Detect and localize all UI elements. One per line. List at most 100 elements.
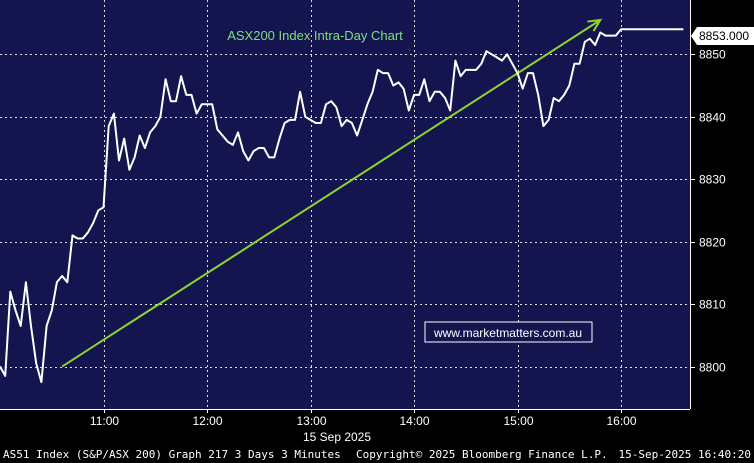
y-tick-label: 8810	[699, 298, 726, 312]
y-axis: 8800 8810 8820 8830 8840 8850 8853.000	[690, 0, 754, 409]
data-point	[485, 50, 487, 52]
y-tick-label: 8820	[699, 236, 726, 250]
data-point	[221, 134, 224, 137]
footer-center: Copyright© 2025 Bloomberg Finance L.P.	[356, 448, 608, 461]
data-point	[330, 100, 332, 102]
date-label: 15 Sep 2025	[303, 430, 371, 444]
data-point	[40, 381, 43, 383]
data-point	[206, 103, 208, 105]
data-point	[558, 100, 560, 102]
data-point	[506, 53, 508, 55]
data-point	[25, 281, 27, 283]
data-point	[516, 72, 519, 74]
footer-right: 15-Sep-2025 16:40:20	[619, 448, 751, 461]
data-point	[635, 28, 638, 30]
data-point	[351, 122, 353, 124]
data-point	[278, 138, 281, 140]
data-point	[428, 100, 431, 102]
data-point	[568, 84, 570, 87]
data-point	[625, 28, 627, 30]
data-point	[144, 147, 146, 149]
trend-arrow-line	[61, 19, 601, 368]
data-point	[641, 28, 643, 30]
last-value-tag-bg	[691, 27, 754, 45]
data-point	[501, 60, 503, 62]
data-point	[289, 119, 291, 121]
data-point	[196, 113, 198, 115]
data-point	[325, 103, 327, 105]
data-point	[190, 94, 193, 96]
data-point	[232, 144, 234, 146]
last-value-label: 8853.000	[699, 29, 749, 43]
data-point	[356, 134, 358, 137]
data-point	[532, 72, 534, 74]
data-point	[542, 125, 545, 127]
chart-title: ASX200 Index Intra-Day Chart	[227, 28, 403, 43]
data-point	[475, 69, 477, 71]
data-point	[66, 281, 68, 283]
data-point	[108, 125, 110, 127]
data-point	[672, 28, 674, 30]
data-point	[170, 100, 172, 102]
data-point	[682, 28, 684, 30]
data-point	[185, 94, 187, 96]
data-point	[97, 209, 99, 211]
data-point	[87, 231, 89, 233]
data-point	[159, 116, 161, 118]
data-point	[439, 91, 441, 93]
data-point	[589, 38, 591, 40]
data-point	[615, 35, 617, 37]
watermark: www.marketmatters.com.au	[424, 321, 593, 343]
data-point	[341, 125, 343, 127]
data-point	[299, 91, 301, 93]
watermark-box	[424, 321, 593, 343]
data-point	[9, 291, 11, 293]
data-point	[165, 78, 167, 80]
data-point	[211, 103, 213, 105]
data-point	[537, 94, 539, 96]
data-point	[372, 91, 374, 93]
data-point	[4, 375, 6, 377]
data-point	[620, 28, 622, 30]
data-point	[304, 116, 306, 118]
data-point	[527, 72, 529, 74]
data-point	[460, 75, 462, 77]
data-point	[258, 147, 260, 149]
data-point	[118, 159, 120, 162]
data-point	[284, 122, 286, 124]
footer-left: AS51 Index (S&P/ASX 200) Graph 217 3 Day…	[3, 448, 341, 461]
y-tick-label: 8830	[699, 173, 726, 187]
data-point	[30, 325, 32, 327]
data-point	[418, 94, 420, 96]
data-point	[584, 41, 586, 43]
data-point	[403, 88, 405, 90]
data-point	[134, 156, 136, 158]
data-point	[320, 122, 322, 124]
data-point	[434, 91, 436, 93]
trend-arrow-head	[587, 18, 603, 32]
data-point	[201, 103, 203, 105]
data-point	[630, 28, 633, 30]
data-point	[470, 69, 472, 71]
data-point	[656, 28, 658, 30]
data-point	[268, 156, 270, 158]
data-point	[175, 100, 177, 102]
data-point	[247, 159, 249, 162]
data-point	[253, 150, 255, 152]
data-point	[594, 44, 596, 46]
data-point	[449, 109, 451, 112]
x-tick-label: 15:00	[503, 414, 533, 428]
data-point	[113, 113, 115, 115]
data-point	[522, 88, 524, 90]
data-point	[309, 119, 312, 121]
x-tick-label: 16:00	[606, 414, 636, 428]
data-point	[46, 325, 48, 327]
watermark-text: www.marketmatters.com.au	[433, 326, 582, 340]
data-point	[553, 97, 555, 99]
x-tick-label: 13:00	[296, 414, 326, 428]
data-point	[102, 206, 105, 208]
data-point	[454, 60, 456, 62]
x-tick-label: 12:00	[192, 414, 222, 428]
data-point	[444, 97, 446, 99]
data-point	[563, 94, 565, 96]
